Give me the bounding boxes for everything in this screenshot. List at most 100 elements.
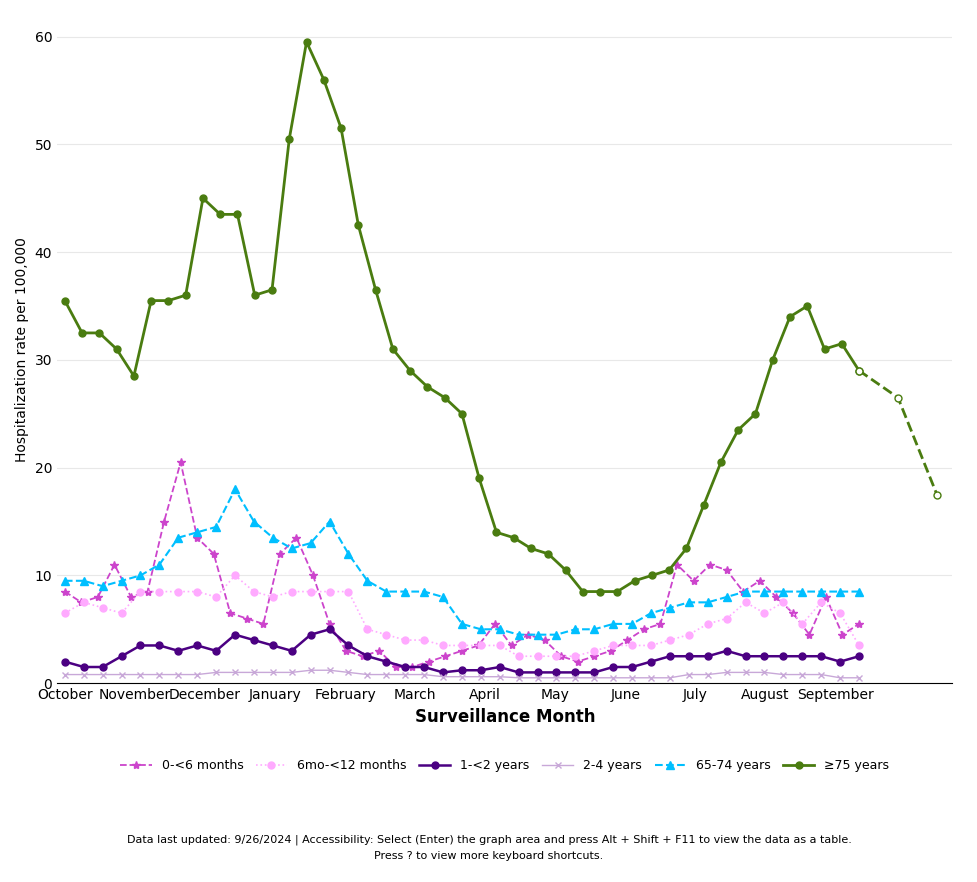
0-<6 months <box>572 656 583 667</box>
1-<2 years <box>323 624 335 634</box>
2-4 years <box>97 669 108 680</box>
0-<6 months <box>687 575 699 586</box>
1-<2 years <box>701 651 713 662</box>
1-<2 years <box>815 651 827 662</box>
1-<2 years <box>645 656 657 667</box>
0-<6 months <box>439 651 450 662</box>
6mo-<12 months <box>493 640 505 651</box>
≥75 years <box>818 344 829 355</box>
1-<2 years <box>380 656 392 667</box>
1-<2 years <box>550 667 562 677</box>
65-74 years <box>720 592 732 602</box>
1-<2 years <box>739 651 750 662</box>
65-74 years <box>342 549 354 559</box>
65-74 years <box>267 533 278 543</box>
2-4 years <box>625 672 637 683</box>
1-<2 years <box>663 651 675 662</box>
1-<2 years <box>833 656 845 667</box>
2-4 years <box>512 672 524 683</box>
0-<6 months <box>92 592 104 602</box>
0-<6 months <box>257 618 269 629</box>
1-<2 years <box>135 640 147 651</box>
≥75 years <box>214 209 226 220</box>
6mo-<12 months <box>248 587 260 597</box>
2-4 years <box>569 672 580 683</box>
65-74 years <box>795 587 807 597</box>
≥75 years <box>300 37 312 48</box>
1-<2 years <box>475 665 487 676</box>
6mo-<12 months <box>229 570 240 580</box>
6mo-<12 months <box>361 624 373 634</box>
≥75 years <box>576 587 588 597</box>
Line: ≥75 years: ≥75 years <box>62 39 862 595</box>
2-4 years <box>531 672 543 683</box>
65-74 years <box>380 587 392 597</box>
Line: 65-74 years: 65-74 years <box>61 485 863 639</box>
2-4 years <box>607 672 618 683</box>
2-4 years <box>815 669 827 680</box>
0-<6 months <box>390 662 402 672</box>
65-74 years <box>323 516 335 527</box>
2-4 years <box>323 665 335 676</box>
2-4 years <box>795 669 807 680</box>
0-<6 months <box>820 592 831 602</box>
0-<6 months <box>605 646 616 656</box>
1-<2 years <box>795 651 807 662</box>
≥75 years <box>680 543 692 554</box>
6mo-<12 months <box>59 608 70 618</box>
0-<6 months <box>108 559 120 570</box>
6mo-<12 months <box>97 602 108 613</box>
1-<2 years <box>399 662 410 672</box>
65-74 years <box>418 587 430 597</box>
1-<2 years <box>588 667 600 677</box>
0-<6 months <box>472 640 484 651</box>
6mo-<12 months <box>191 587 203 597</box>
6mo-<12 months <box>663 635 675 646</box>
1-<2 years <box>607 662 618 672</box>
2-4 years <box>78 669 90 680</box>
2-4 years <box>267 667 278 677</box>
65-74 years <box>493 624 505 634</box>
≥75 years <box>628 575 640 586</box>
0-<6 months <box>703 559 715 570</box>
2-4 years <box>248 667 260 677</box>
6mo-<12 months <box>172 587 184 597</box>
6mo-<12 months <box>323 587 335 597</box>
≥75 years <box>421 382 433 392</box>
0-<6 months <box>488 618 500 629</box>
6mo-<12 months <box>682 630 694 640</box>
2-4 years <box>475 671 487 682</box>
6mo-<12 months <box>78 597 90 608</box>
≥75 years <box>439 392 450 403</box>
0-<6 months <box>175 457 187 467</box>
6mo-<12 months <box>588 646 600 656</box>
2-4 years <box>285 667 297 677</box>
2-4 years <box>852 672 864 683</box>
6mo-<12 months <box>399 635 410 646</box>
65-74 years <box>210 521 222 532</box>
65-74 years <box>285 543 297 554</box>
0-<6 months <box>158 516 170 527</box>
65-74 years <box>682 597 694 608</box>
65-74 years <box>645 608 657 618</box>
≥75 years <box>766 355 778 365</box>
65-74 years <box>437 592 448 602</box>
0-<6 months <box>505 640 517 651</box>
≥75 years <box>232 209 243 220</box>
6mo-<12 months <box>795 618 807 629</box>
≥75 years <box>94 327 106 338</box>
0-<6 months <box>406 662 418 672</box>
0-<6 months <box>803 630 815 640</box>
6mo-<12 months <box>418 635 430 646</box>
1-<2 years <box>852 651 864 662</box>
65-74 years <box>550 630 562 640</box>
≥75 years <box>662 564 674 575</box>
≥75 years <box>59 295 70 306</box>
Legend: 0-<6 months, 6mo-<12 months, 1-<2 years, 2-4 years, 65-74 years, ≥75 years: 0-<6 months, 6mo-<12 months, 1-<2 years,… <box>115 754 893 777</box>
2-4 years <box>550 672 562 683</box>
6mo-<12 months <box>475 640 487 651</box>
≥75 years <box>784 311 795 322</box>
0-<6 months <box>753 575 765 586</box>
≥75 years <box>266 285 277 295</box>
0-<6 months <box>357 651 368 662</box>
